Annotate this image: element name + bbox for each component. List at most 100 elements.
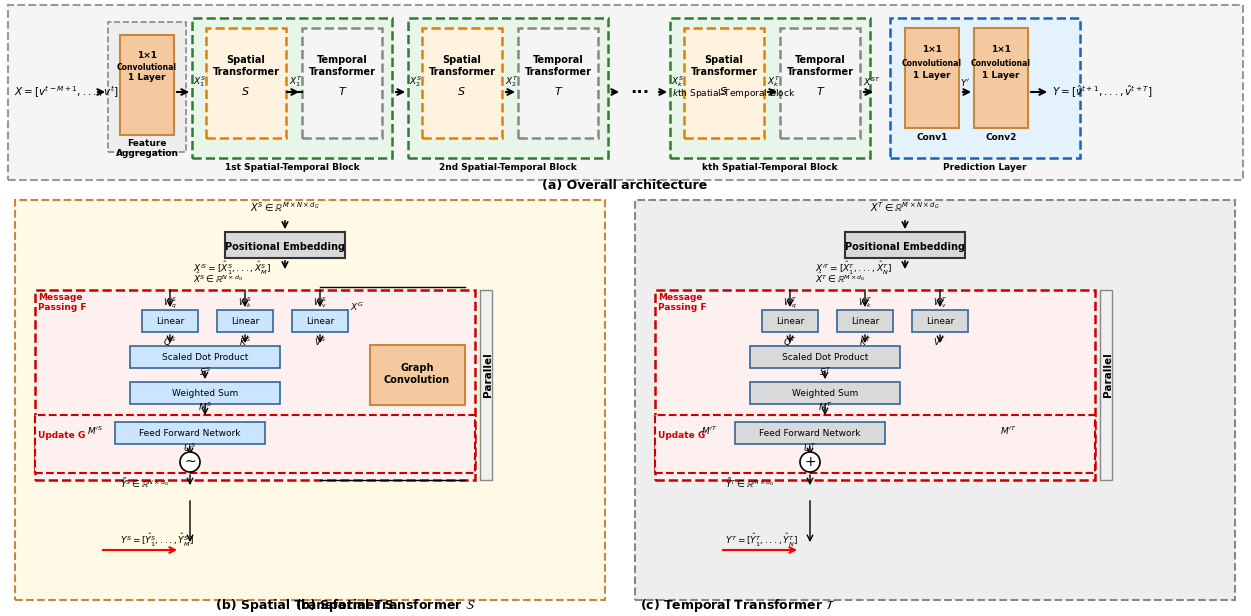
Text: $M'^T$: $M'^T$: [1000, 425, 1017, 437]
Text: Positional Embedding: Positional Embedding: [844, 242, 965, 252]
Text: $W_q^T$: $W_q^T$: [783, 295, 797, 310]
Bar: [975, 28, 1028, 128]
Text: $W_k^T$: $W_k^T$: [857, 296, 872, 310]
Text: T: T: [339, 87, 345, 97]
Bar: [656, 415, 1095, 473]
Bar: [656, 290, 1095, 480]
Text: Spatial: Spatial: [704, 55, 743, 65]
Text: $M'^T$: $M'^T$: [701, 425, 718, 437]
Text: Feed Forward Network: Feed Forward Network: [759, 429, 861, 439]
Bar: [15, 200, 605, 600]
Bar: [751, 346, 899, 368]
Text: $X_2^T$: $X_2^T$: [505, 75, 519, 89]
Text: Transformer: Transformer: [524, 67, 592, 77]
Text: Temporal: Temporal: [794, 55, 846, 65]
Text: $k$th Spatial-Temporal Block: $k$th Spatial-Temporal Block: [672, 86, 796, 100]
Bar: [120, 35, 174, 135]
Text: 1×1: 1×1: [138, 51, 156, 60]
Text: Convolution: Convolution: [384, 375, 450, 385]
Bar: [736, 422, 884, 444]
Bar: [130, 382, 280, 404]
Bar: [751, 382, 899, 404]
Bar: [422, 28, 502, 138]
Text: Transformer: Transformer: [691, 67, 758, 77]
Text: $V^T$: $V^T$: [933, 336, 947, 348]
Bar: [518, 28, 598, 138]
Text: Transformer: Transformer: [429, 67, 495, 77]
Bar: [108, 22, 186, 152]
Text: Update G: Update G: [38, 431, 85, 439]
Text: Conv1: Conv1: [916, 134, 948, 142]
Text: $X_k^S$: $X_k^S$: [671, 75, 684, 89]
Text: (b) Spatial Transformer S: (b) Spatial Transformer S: [216, 599, 394, 612]
Text: Prediction Layer: Prediction Layer: [943, 163, 1027, 172]
Text: Scaled Dot Product: Scaled Dot Product: [161, 352, 248, 362]
Text: $X_2^S$: $X_2^S$: [409, 75, 422, 89]
Bar: [837, 310, 893, 332]
Text: 1 Layer: 1 Layer: [129, 73, 165, 83]
Text: Update G: Update G: [658, 431, 706, 439]
Text: 1 Layer: 1 Layer: [982, 70, 1020, 79]
Bar: [671, 18, 869, 158]
Bar: [143, 310, 198, 332]
Text: Graph: Graph: [400, 363, 434, 373]
Text: $W_v^T$: $W_v^T$: [932, 296, 947, 310]
Circle shape: [180, 452, 200, 472]
Text: Message: Message: [38, 293, 83, 301]
Text: T: T: [817, 87, 823, 97]
Text: Passing F: Passing F: [658, 302, 707, 312]
Text: $Y'$: $Y'$: [960, 76, 970, 87]
Text: Parallel: Parallel: [483, 352, 493, 397]
Bar: [8, 5, 1243, 180]
Text: $W_k^S$: $W_k^S$: [238, 296, 253, 310]
Text: ~: ~: [184, 455, 196, 469]
Bar: [912, 310, 968, 332]
Text: Conv2: Conv2: [986, 134, 1017, 142]
Text: Positional Embedding: Positional Embedding: [225, 242, 345, 252]
Text: $Q^T$: $Q^T$: [783, 335, 797, 349]
Text: Convolutional: Convolutional: [902, 59, 962, 68]
Text: Aggregation: Aggregation: [115, 148, 179, 158]
Text: Spatial: Spatial: [226, 55, 265, 65]
Text: $U^S$: $U^S$: [184, 442, 196, 454]
Text: Linear: Linear: [156, 317, 184, 326]
Circle shape: [799, 452, 819, 472]
Bar: [408, 18, 608, 158]
Bar: [191, 18, 392, 158]
Text: $\tilde{Y}^T \in \mathbb{R}^{M \times d_G}$: $\tilde{Y}^T \in \mathbb{R}^{M \times d_…: [726, 476, 776, 490]
Text: $X_k^T$: $X_k^T$: [767, 75, 781, 89]
Text: (b) Spatial Transformer $\mathcal{S}$: (b) Spatial Transformer $\mathcal{S}$: [295, 596, 475, 614]
Text: $X^S \in \mathbb{R}^{M \times N \times d_G}$: $X^S \in \mathbb{R}^{M \times N \times d…: [250, 200, 320, 214]
Text: Transformer: Transformer: [213, 67, 279, 77]
Bar: [889, 18, 1080, 158]
Text: Linear: Linear: [851, 317, 879, 326]
Text: $X=[v^{t-M+1},...,v^t]$: $X=[v^{t-M+1},...,v^t]$: [14, 84, 119, 100]
Text: T: T: [554, 87, 562, 97]
Text: $\tilde{Y}^S \in \mathbb{R}^{N \times d_G}$: $\tilde{Y}^S \in \mathbb{R}^{N \times d_…: [120, 476, 170, 490]
Text: ···: ···: [631, 84, 649, 102]
Text: Weighted Sum: Weighted Sum: [171, 389, 238, 399]
Text: $Y^S=[\hat{Y}_1^S,...,\hat{Y}_M^S]$: $Y^S=[\hat{Y}_1^S,...,\hat{Y}_M^S]$: [120, 532, 194, 549]
Text: $Y=[\hat{v}^{t+1},...,\hat{v}^{t+T}]$: $Y=[\hat{v}^{t+1},...,\hat{v}^{t+T}]$: [1052, 84, 1152, 100]
Text: Linear: Linear: [231, 317, 259, 326]
Bar: [844, 232, 965, 258]
Text: Message: Message: [658, 293, 703, 301]
Bar: [1100, 290, 1112, 480]
Text: $K^T$: $K^T$: [858, 336, 872, 348]
Text: $V^S$: $V^S$: [314, 336, 327, 348]
Text: (c) Temporal Transformer $\mathcal{T}$: (c) Temporal Transformer $\mathcal{T}$: [641, 596, 837, 614]
Text: $W_v^S$: $W_v^S$: [313, 296, 328, 310]
Text: Feed Forward Network: Feed Forward Network: [139, 429, 240, 439]
Text: 1×1: 1×1: [922, 46, 942, 54]
Text: $S^T$: $S^T$: [818, 366, 832, 378]
Text: Convolutional: Convolutional: [971, 59, 1031, 68]
Text: $\hat{X}^T \in \mathbb{R}^{M \times d_G}$: $\hat{X}^T \in \mathbb{R}^{M \times d_G}…: [814, 270, 866, 285]
Bar: [216, 310, 273, 332]
Text: $M^T$: $M^T$: [818, 401, 832, 413]
Text: kth Spatial-Temporal Block: kth Spatial-Temporal Block: [702, 163, 838, 172]
Text: $K^S$: $K^S$: [239, 336, 251, 348]
Text: $Y^T=[\hat{Y}_1^T,...,\hat{Y}_N^T]$: $Y^T=[\hat{Y}_1^T,...,\hat{Y}_N^T]$: [726, 532, 798, 549]
Bar: [291, 310, 348, 332]
Bar: [301, 28, 382, 138]
Bar: [206, 28, 286, 138]
